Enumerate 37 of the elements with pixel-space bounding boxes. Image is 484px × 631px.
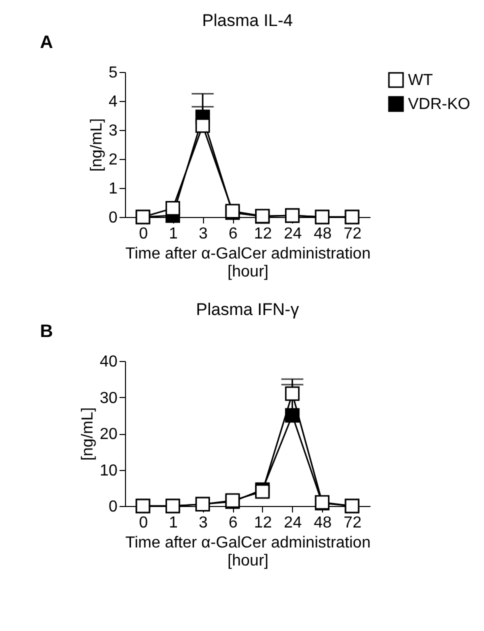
chart-title: Plasma IFN-γ [196, 300, 300, 319]
x-tick-label: 1 [168, 226, 178, 242]
y-axis-title: [ng/mL] [80, 407, 97, 461]
y-tick-label: 10 [100, 462, 118, 480]
x-tick-label: 48 [314, 226, 332, 242]
x-tick-label: 12 [254, 226, 272, 242]
x-tick-label: 3 [198, 514, 208, 532]
text: B [40, 321, 53, 341]
x-tick-label: 1 [168, 514, 178, 532]
x-tick-label: 72 [344, 226, 362, 242]
x-axis-title: Time after α-GalCer administration [hour] [125, 246, 371, 280]
y-tick-label: 4 [108, 94, 118, 110]
y-tick-label: 0 [108, 210, 118, 226]
x-tick-label: 12 [254, 514, 272, 532]
y-tick-label: 20 [100, 426, 118, 443]
legend-label: VDR-KO [408, 96, 470, 113]
y-axis-title: [ng/mL] [88, 118, 106, 172]
y-tick-label: 3 [108, 122, 118, 140]
x-tick-label: 0 [138, 226, 148, 242]
x-tick-label: 48 [314, 514, 332, 532]
x-tick-label: 6 [228, 226, 238, 242]
x-axis-title: Time after α-GalCer administration [hour] [125, 534, 371, 570]
x-tick-label: 24 [284, 226, 302, 242]
y-tick-label: 1 [108, 180, 118, 198]
x-tick-label: 72 [344, 514, 362, 532]
y-tick-label: 40 [100, 354, 118, 370]
y-tick-label: 2 [108, 152, 118, 168]
y-tick-label: 5 [108, 64, 118, 82]
y-tick-label: 0 [108, 498, 118, 516]
y-tick-label: 30 [100, 390, 118, 407]
x-tick-label: 6 [228, 514, 238, 532]
x-tick-label: 3 [198, 226, 208, 242]
legend-label: WT [408, 72, 434, 89]
text: A [40, 32, 53, 52]
x-tick-label: 24 [284, 514, 302, 532]
x-tick-label: 0 [138, 514, 148, 532]
chart-title: Plasma IL-4 [202, 11, 293, 30]
